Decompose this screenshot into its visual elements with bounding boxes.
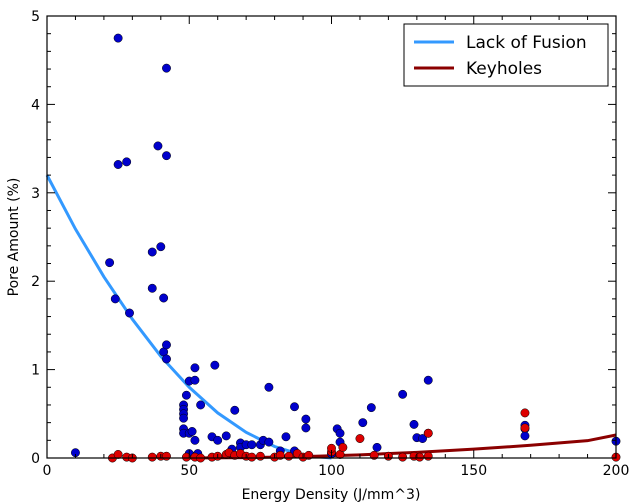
data-point	[159, 293, 169, 303]
data-point	[105, 258, 115, 268]
data-point	[110, 294, 120, 304]
data-point	[398, 452, 408, 462]
y-tick-label: 3	[31, 186, 40, 202]
data-point	[162, 151, 171, 161]
data-point	[162, 451, 171, 461]
data-point	[264, 437, 274, 447]
data-point	[187, 427, 197, 436]
x-tick-label: 100	[318, 463, 345, 479]
y-tick-label: 4	[31, 97, 40, 113]
axes-layer: 0 50 100 150 200 0 1 2 3 4 5	[31, 9, 629, 479]
data-point	[196, 400, 206, 410]
data-point	[358, 418, 368, 428]
x-tick-label: 200	[603, 463, 629, 479]
y-tick-label: 1	[31, 363, 40, 379]
data-point	[113, 450, 123, 459]
x-tick-label: 50	[180, 463, 198, 479]
legend: Lack of Fusion Keyholes	[403, 23, 609, 87]
scatter-group-1	[107, 408, 621, 463]
data-point	[190, 435, 200, 445]
data-point	[122, 157, 132, 167]
x-tick-label: 0	[43, 463, 52, 479]
legend-box	[403, 23, 609, 87]
data-point	[247, 452, 257, 462]
series-layer	[45, 33, 621, 463]
data-point	[335, 428, 345, 438]
legend-label-lack-of-fusion: Lack of Fusion	[466, 33, 587, 53]
x-axis-title: Energy Density (J/mm^3)	[242, 487, 421, 503]
data-point	[162, 340, 171, 350]
data-point	[179, 413, 189, 423]
legend-label-keyholes: Keyholes	[466, 59, 542, 79]
data-point	[181, 390, 191, 400]
data-point	[284, 451, 294, 461]
data-point	[162, 354, 171, 364]
data-point	[355, 434, 365, 443]
data-point	[423, 451, 433, 461]
data-point	[398, 389, 408, 399]
data-point	[520, 408, 530, 418]
data-point	[153, 141, 163, 151]
data-point	[423, 428, 433, 438]
data-point	[520, 431, 530, 441]
y-axis-title: Pore Amount (%)	[6, 178, 22, 297]
data-point	[221, 431, 231, 441]
data-point	[301, 414, 311, 424]
data-point	[281, 432, 291, 442]
y-tick-label: 2	[31, 274, 40, 290]
data-point	[366, 403, 376, 413]
data-point	[210, 360, 220, 370]
data-point	[409, 419, 419, 429]
series-line-keyholes	[189, 433, 617, 460]
data-point	[162, 63, 171, 73]
plot-background	[47, 16, 616, 458]
data-point	[190, 375, 200, 385]
data-point	[113, 160, 123, 169]
y-tick-label: 5	[31, 9, 40, 25]
data-point	[290, 402, 299, 412]
data-point	[418, 434, 427, 443]
data-point	[147, 283, 157, 293]
data-point	[301, 423, 311, 433]
data-point	[255, 451, 265, 461]
data-point	[230, 405, 240, 415]
scatter-group-0	[71, 33, 621, 459]
data-point	[213, 435, 223, 445]
data-point	[113, 33, 123, 43]
data-point	[147, 452, 157, 462]
x-tick-label: 150	[460, 463, 487, 479]
data-point	[423, 375, 433, 385]
data-point	[190, 363, 200, 373]
data-point	[125, 308, 134, 318]
y-tick-label: 0	[31, 451, 40, 467]
data-point	[338, 442, 348, 452]
data-point	[520, 423, 530, 433]
data-point	[156, 242, 166, 252]
data-point	[247, 440, 257, 450]
data-point	[372, 442, 382, 452]
data-point	[147, 247, 157, 257]
data-point	[264, 382, 274, 392]
